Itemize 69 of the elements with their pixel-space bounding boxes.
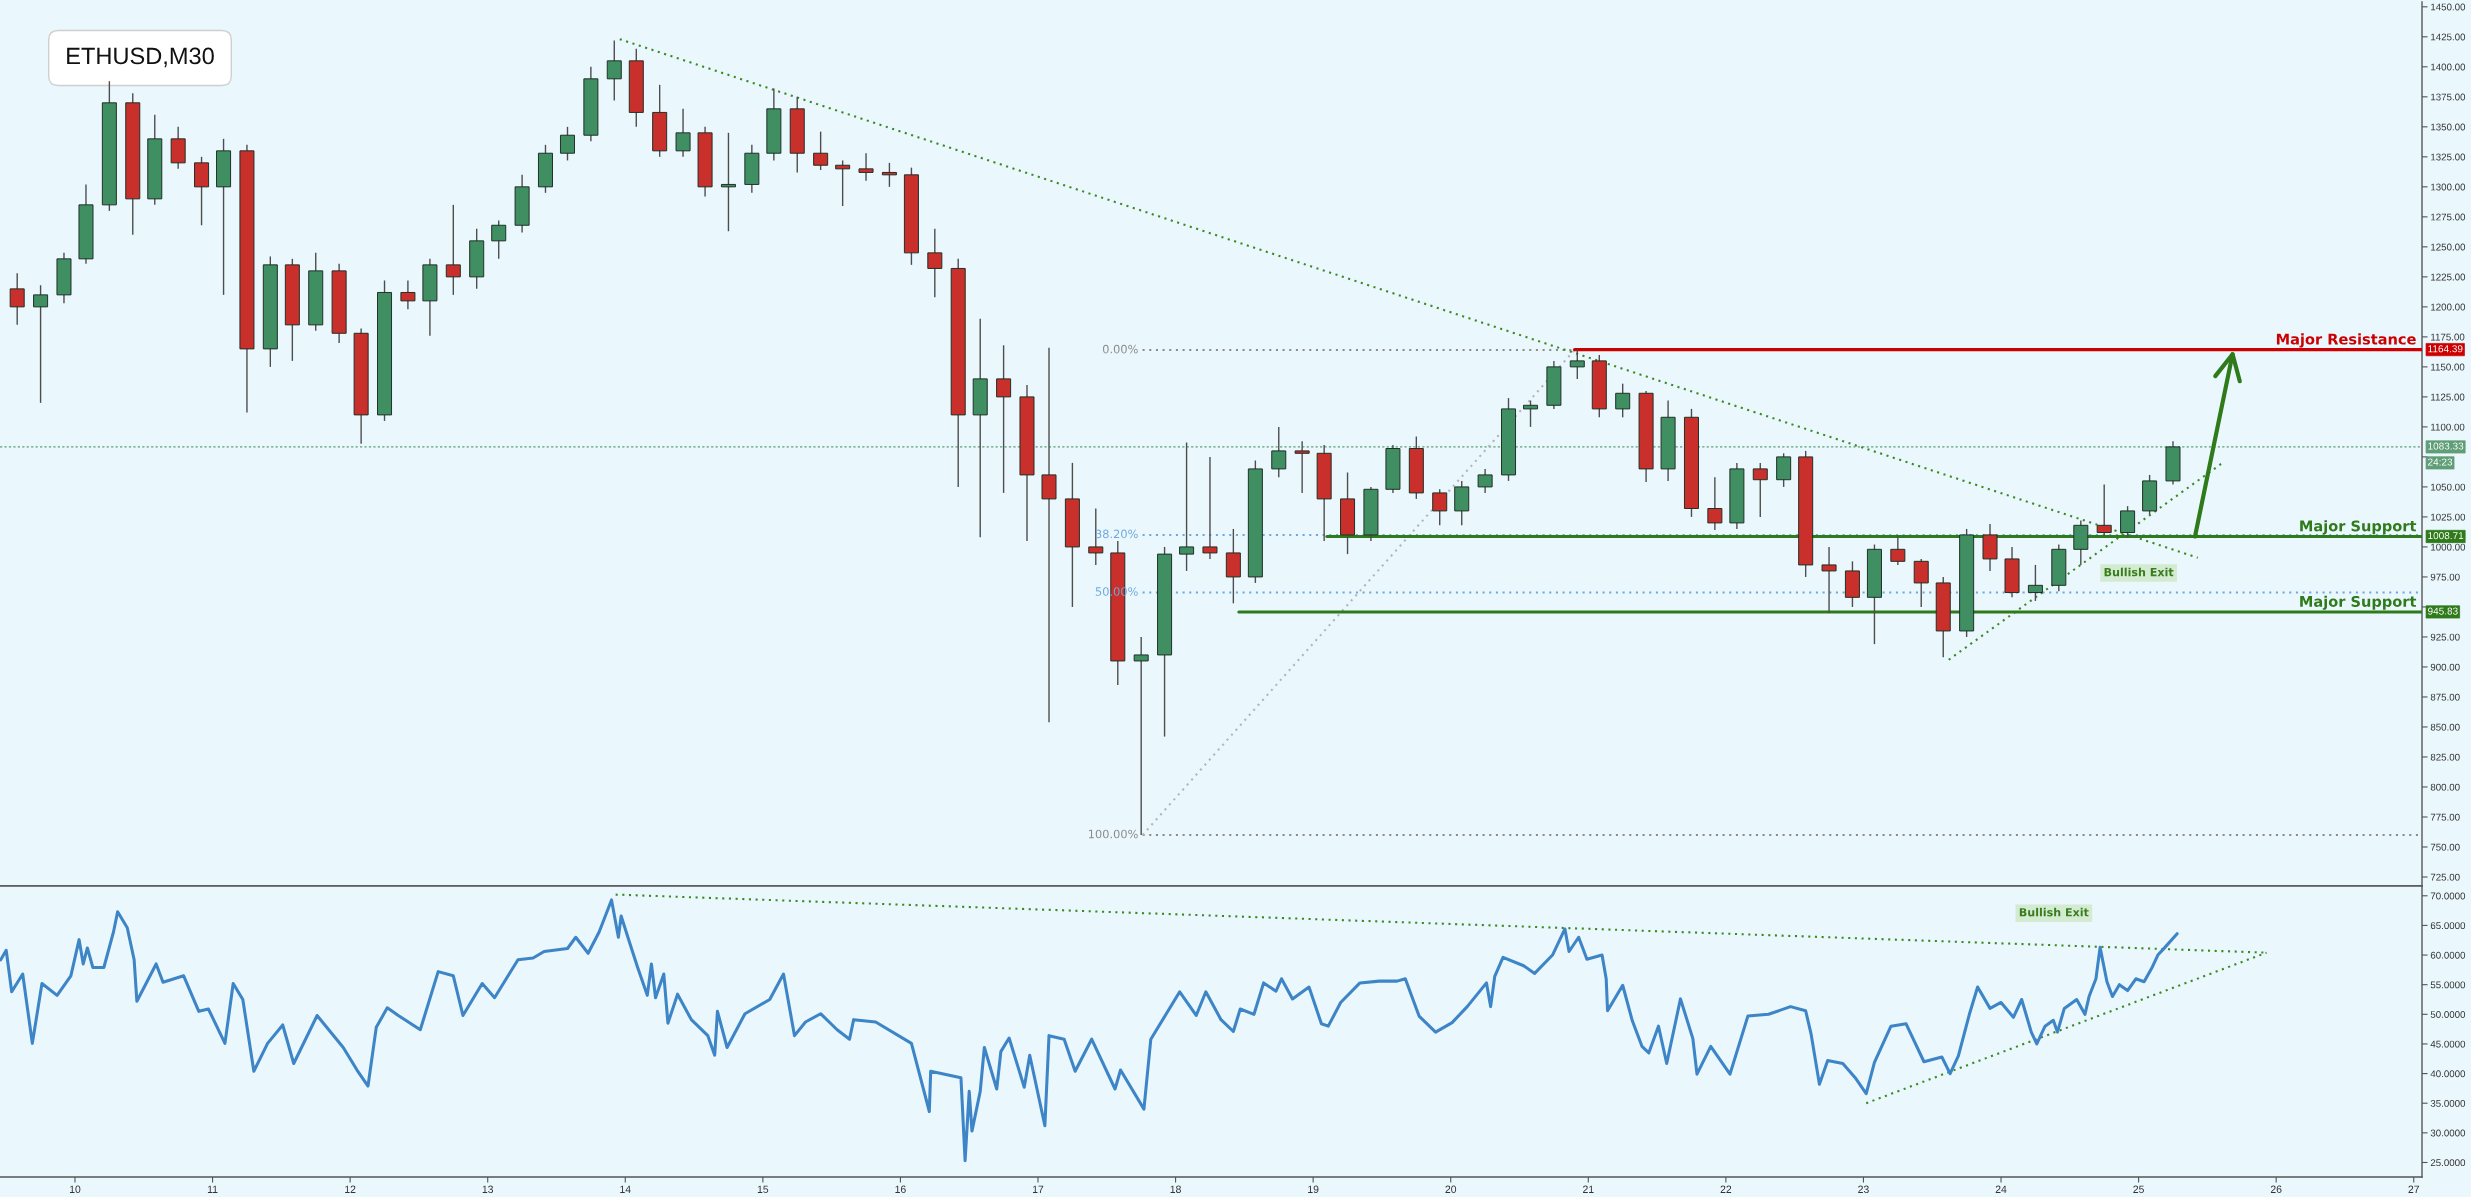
- series-label: 0.00%: [1102, 344, 1138, 354]
- y-tick-label: 45.0000: [2430, 1040, 2466, 1048]
- x-tick-label: 27: [2408, 1185, 2420, 1193]
- y-tick-label: 30.0000: [2430, 1129, 2466, 1137]
- y-tick-label: 1400.00: [2431, 63, 2466, 71]
- x-tick-label: 10: [69, 1185, 81, 1193]
- y-tick-label: 1450.00: [2431, 3, 2466, 11]
- data-label: 1008.71: [2428, 532, 2464, 540]
- y-tick-label: 1200.00: [2431, 303, 2466, 311]
- data-label: 945.83: [2428, 607, 2458, 615]
- y-tick-label: 60.0000: [2430, 951, 2466, 959]
- y-tick-label: 40.0000: [2430, 1070, 2466, 1078]
- y-tick-label: 1150.00: [2431, 363, 2465, 371]
- x-tick-label: 15: [757, 1185, 769, 1193]
- y-tick-label: 1100.00: [2431, 423, 2465, 431]
- y-tick-label: 975.00: [2430, 573, 2460, 581]
- y-tick-label: 725.00: [2430, 873, 2460, 881]
- y-tick-label: 850.00: [2430, 723, 2460, 731]
- x-tick-label: 25: [2133, 1185, 2144, 1193]
- y-tick-label: 35.0000: [2430, 1099, 2466, 1107]
- y-tick-label: 800.00: [2430, 783, 2460, 791]
- x-tick-label: 24: [1995, 1185, 2007, 1193]
- y-tick-label: 70.0000: [2430, 892, 2466, 900]
- y-tick-label: 50.0000: [2430, 1011, 2466, 1018]
- x-tick-label: 26: [2270, 1185, 2282, 1193]
- x-tick-label: 17: [1033, 1185, 1044, 1193]
- y-tick-label: 25.0000: [2430, 1159, 2466, 1167]
- ref-line-label: 1083.33: [2428, 442, 2464, 450]
- x-tick-label: 14: [620, 1185, 631, 1193]
- x-tick-label: 18: [1170, 1185, 1181, 1193]
- text: 24:23: [2428, 458, 2453, 466]
- y-tick-label: 1375.00: [2431, 93, 2466, 101]
- x-tick-label: 22: [1720, 1185, 1732, 1193]
- text: ETHUSD,M30: [67, 47, 214, 68]
- y-tick-label: 1250.00: [2431, 243, 2466, 251]
- x-tick-label: 21: [1583, 1185, 1594, 1193]
- annotation: Bullish Exit: [2104, 567, 2174, 577]
- y-tick-label: 1025.00: [2431, 513, 2466, 521]
- y-tick-label: 1425.00: [2431, 33, 2466, 41]
- y-tick-label: 775.00: [2430, 813, 2460, 821]
- x-tick-label: 13: [482, 1185, 494, 1193]
- y-tick-label: 1000.00: [2431, 543, 2466, 551]
- y-tick-label: 875.00: [2430, 693, 2460, 701]
- y-tick-label: 65.0000: [2430, 922, 2466, 930]
- y-tick-label: 750.00: [2430, 843, 2460, 851]
- x-tick-label: 23: [1858, 1185, 1869, 1193]
- y-tick-label: 825.00: [2430, 753, 2460, 761]
- y-tick-label: 1325.00: [2431, 153, 2466, 161]
- annotation: Bullish Exit: [2019, 907, 2089, 917]
- x-tick-label: 20: [1445, 1185, 1457, 1193]
- x-tick-label: 11: [207, 1185, 218, 1193]
- y-tick-label: 55.0000: [2430, 981, 2466, 989]
- y-tick-label: 1175.00: [2431, 333, 2465, 341]
- y-tick-label: 925.00: [2430, 633, 2460, 641]
- y-tick-label: 1125.00: [2431, 393, 2465, 401]
- y-tick-label: 1350.00: [2431, 123, 2466, 131]
- y-tick-label: 1275.00: [2431, 213, 2466, 221]
- y-tick-label: 1050.00: [2431, 483, 2466, 491]
- data-label: 1164.39: [2428, 345, 2463, 353]
- legend-label: Major Support: [2300, 595, 2417, 610]
- legend-label: Major Support: [2300, 520, 2417, 535]
- series-label: 100.00%: [1088, 829, 1138, 839]
- x-tick-label: 16: [895, 1185, 906, 1193]
- y-tick-label: 1225.00: [2431, 273, 2466, 281]
- legend-label: Major Resistance: [2276, 333, 2416, 348]
- y-tick-label: 900.00: [2430, 663, 2460, 671]
- x-tick-label: 19: [1308, 1185, 1319, 1193]
- x-tick-label: 12: [345, 1185, 356, 1193]
- y-tick-label: 1300.00: [2431, 183, 2466, 191]
